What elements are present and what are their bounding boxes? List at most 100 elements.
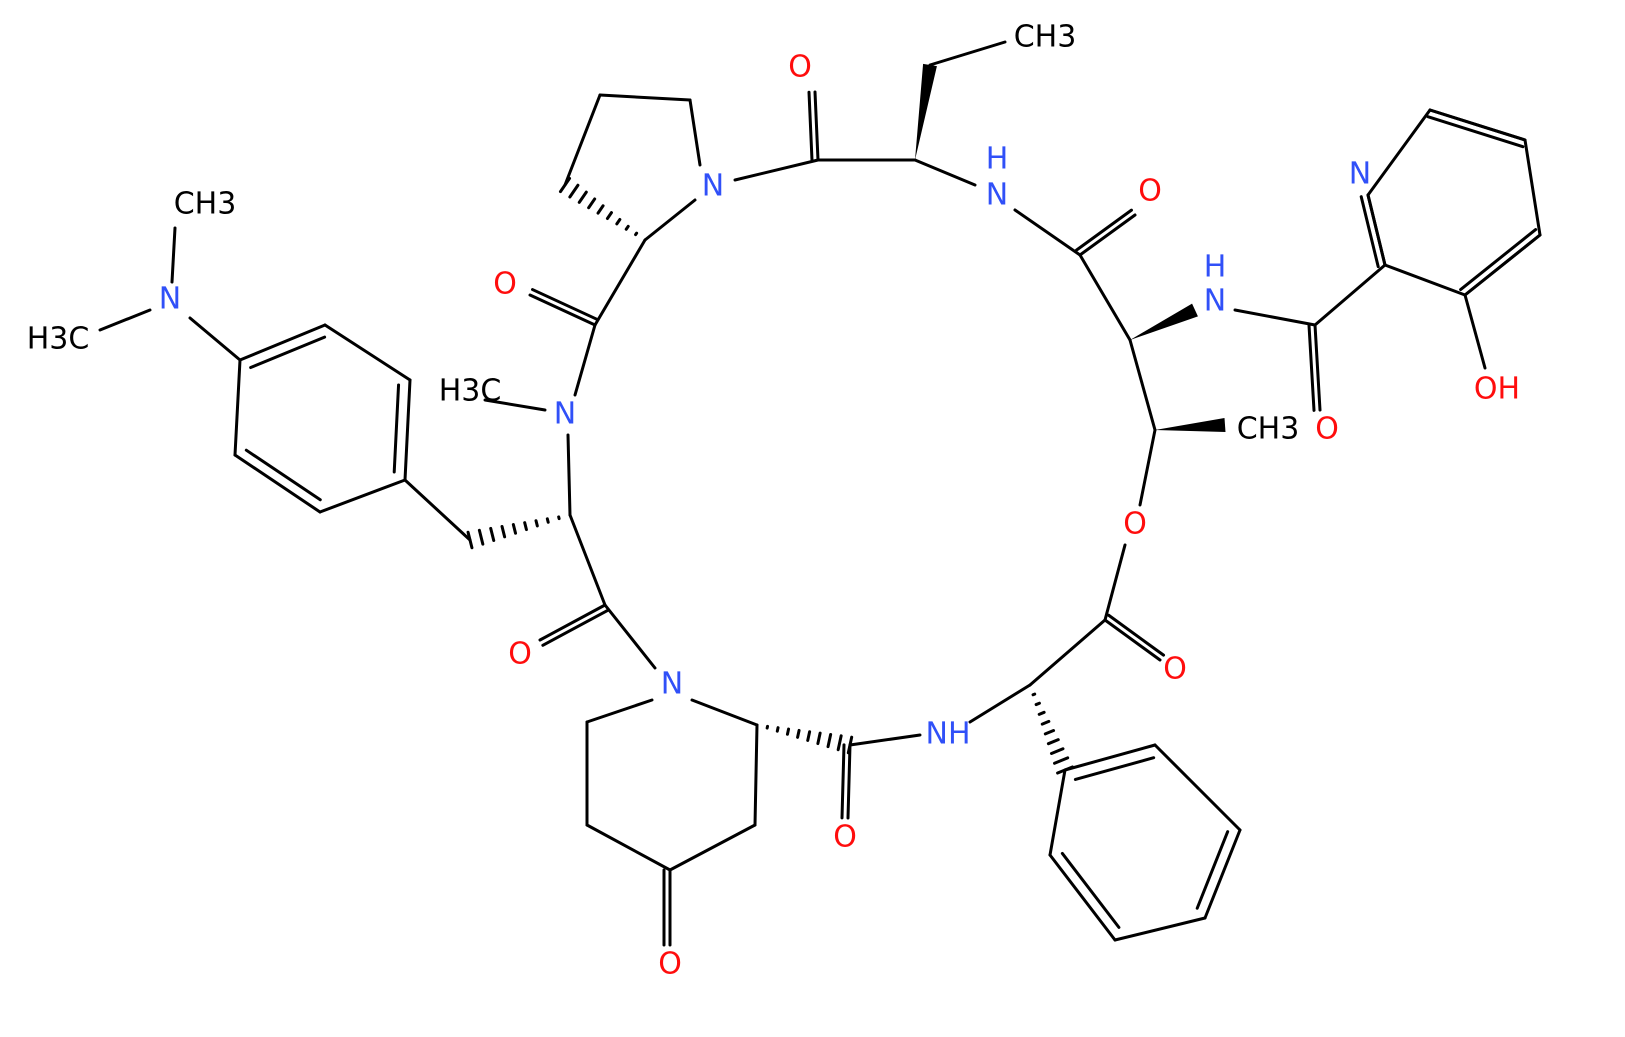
bond xyxy=(563,93,602,187)
bond xyxy=(573,323,597,397)
bond xyxy=(534,519,539,528)
bond xyxy=(1366,193,1387,267)
bond xyxy=(1366,108,1432,197)
atom-label: N xyxy=(554,397,576,432)
atom-label: N xyxy=(986,178,1008,213)
bond xyxy=(615,217,622,226)
bond xyxy=(1428,108,1527,142)
bond xyxy=(528,293,597,327)
atom-label: O xyxy=(788,50,812,85)
bond xyxy=(1523,138,1542,237)
atom-label: OH xyxy=(1474,372,1520,407)
atom-label: H3C xyxy=(27,322,90,357)
bond xyxy=(1046,738,1060,746)
bond xyxy=(1113,916,1207,942)
atom-label: N xyxy=(1204,284,1226,319)
bond xyxy=(531,288,600,322)
bond xyxy=(1037,710,1046,716)
bond xyxy=(392,383,401,474)
bond xyxy=(1203,828,1242,920)
bond xyxy=(1103,543,1127,622)
bond xyxy=(1233,308,1317,327)
bond xyxy=(403,478,472,542)
bond xyxy=(813,90,820,162)
bond xyxy=(545,517,550,524)
bond xyxy=(807,90,814,162)
bond xyxy=(403,378,412,482)
bond xyxy=(1043,729,1056,736)
bond xyxy=(690,698,759,727)
bond xyxy=(928,40,1007,67)
bond xyxy=(848,733,922,747)
atom-label: O xyxy=(1315,412,1339,447)
bond xyxy=(318,478,407,514)
bond xyxy=(968,683,1032,724)
bond xyxy=(1034,701,1041,707)
bond xyxy=(233,453,322,514)
bond xyxy=(500,524,507,539)
bond xyxy=(1060,851,1121,929)
bond xyxy=(1053,756,1070,765)
bond xyxy=(1048,768,1067,857)
bond xyxy=(846,743,852,820)
atom-label: H3C xyxy=(439,374,502,409)
bond xyxy=(1313,263,1387,327)
bond xyxy=(1463,293,1487,370)
bond xyxy=(668,823,757,872)
bond xyxy=(483,398,547,412)
bond xyxy=(541,608,610,647)
bond xyxy=(489,526,496,542)
bond xyxy=(1195,830,1230,910)
bond xyxy=(585,698,654,724)
bond xyxy=(1078,253,1132,342)
atom-label: O xyxy=(508,637,532,672)
bond xyxy=(796,728,801,739)
bond xyxy=(523,521,528,532)
bond xyxy=(1078,213,1137,257)
bond xyxy=(1031,692,1037,697)
bond xyxy=(733,158,820,182)
bond xyxy=(568,183,580,199)
bond xyxy=(568,513,607,607)
bonds xyxy=(98,40,1542,947)
atom-label: CH3 xyxy=(174,187,237,222)
bond xyxy=(1040,719,1051,726)
bond xyxy=(643,198,697,242)
bond xyxy=(593,238,647,327)
bond xyxy=(477,528,485,546)
bond xyxy=(603,603,657,670)
bond xyxy=(233,358,242,457)
atom-label: O xyxy=(833,820,857,855)
atom-label: N xyxy=(702,169,724,204)
bond xyxy=(1048,853,1117,942)
bond xyxy=(323,323,412,382)
bond xyxy=(1155,418,1226,432)
bond xyxy=(1073,756,1156,781)
bond xyxy=(558,176,572,194)
bond xyxy=(634,231,639,237)
bond xyxy=(577,190,588,204)
bond xyxy=(826,732,833,749)
bond xyxy=(1426,115,1525,149)
bond xyxy=(1359,195,1380,269)
atom-labels: CH3 O N H N O N H N O CH3 N H3C H3C N OH… xyxy=(27,20,1520,982)
atom-label: CH3 xyxy=(1237,412,1300,447)
atom-label: H xyxy=(986,142,1009,177)
bond xyxy=(1383,263,1467,297)
bond xyxy=(238,323,327,362)
bond xyxy=(538,603,607,642)
atom-label: O xyxy=(493,267,517,302)
bond xyxy=(806,730,812,742)
atom-label: CH3 xyxy=(1014,20,1077,55)
bond xyxy=(1103,618,1162,662)
bond xyxy=(1074,208,1133,252)
bond xyxy=(1313,323,1322,412)
bond xyxy=(753,723,759,827)
atom-label: N xyxy=(1349,157,1371,192)
bond xyxy=(598,93,692,102)
bond xyxy=(1049,747,1065,755)
bond xyxy=(836,734,843,752)
bond xyxy=(816,731,822,746)
bond xyxy=(188,316,242,362)
bond xyxy=(840,743,846,820)
